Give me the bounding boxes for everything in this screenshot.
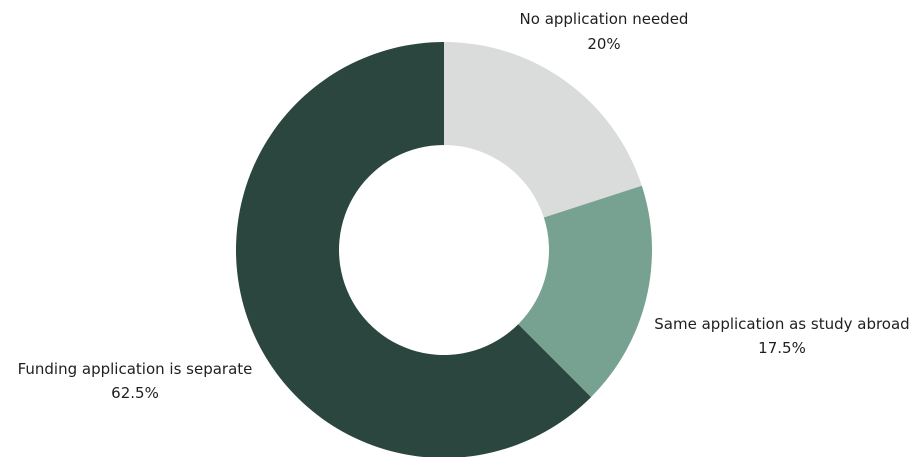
slice-label-1: No application needed xyxy=(520,10,689,28)
donut-slice-3 xyxy=(236,42,592,457)
slice-value-label-2: 17.5% xyxy=(758,339,806,357)
slice-value-label-1: 20% xyxy=(587,35,620,53)
slice-label-2: Same application as study abroad xyxy=(654,315,909,333)
donut-slice-1 xyxy=(444,42,642,218)
donut-slice-2 xyxy=(518,185,652,398)
slice-label-3: Funding application is separate xyxy=(18,360,253,378)
slice-value-label-3: 62.5% xyxy=(111,384,159,402)
